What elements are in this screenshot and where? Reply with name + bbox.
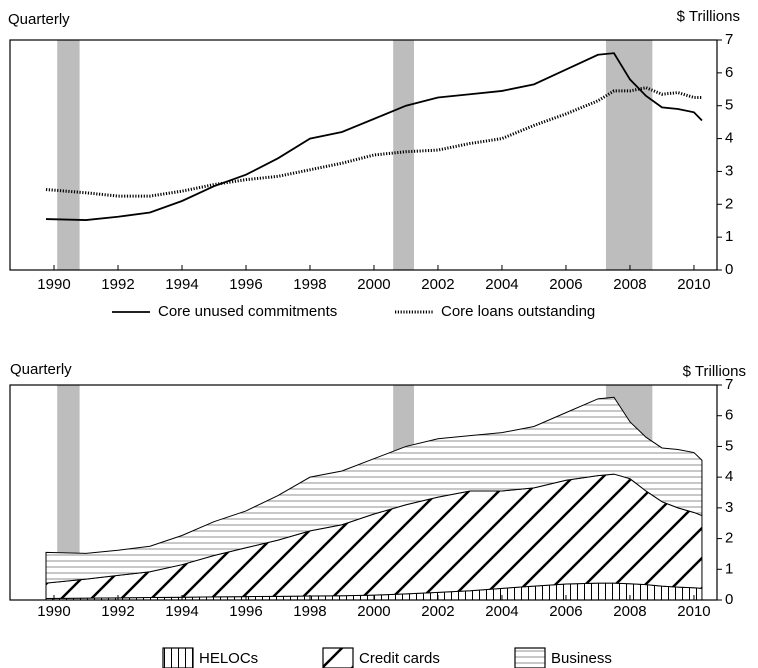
x-tick-label: 2000	[357, 276, 390, 293]
x-tick-label: 2002	[421, 603, 454, 620]
y-tick-label: 6	[725, 407, 733, 424]
y-tick-label: 1	[725, 228, 733, 245]
y-tick-label: 0	[725, 261, 733, 278]
x-tick-label: 1996	[229, 603, 262, 620]
y-tick-label: 2	[725, 530, 733, 547]
legend-label: Core loans outstanding	[441, 303, 595, 320]
y-tick-label: 2	[725, 195, 733, 212]
y-tick-label: 1	[725, 560, 733, 577]
y-tick-label: 5	[725, 437, 733, 454]
legend-swatch	[514, 647, 546, 668]
y-axis-label: $ Trillions	[677, 8, 740, 25]
recession-shading	[393, 40, 414, 270]
x-tick-label: 1990	[37, 276, 70, 293]
x-tick-label: 2008	[613, 276, 646, 293]
x-tick-label: 2000	[357, 603, 390, 620]
recession-shading	[605, 40, 653, 270]
x-tick-label: 1996	[229, 276, 262, 293]
x-tick-label: 1998	[293, 276, 326, 293]
x-tick-label: 2006	[549, 603, 582, 620]
x-tick-label: 1992	[101, 603, 134, 620]
y-tick-label: 4	[725, 468, 733, 485]
x-tick-label: 2004	[485, 603, 518, 620]
series-line	[45, 52, 703, 221]
y-tick-label: 0	[725, 591, 733, 608]
x-tick-label: 2006	[549, 276, 582, 293]
x-tick-label: 2004	[485, 276, 518, 293]
y-tick-label: 3	[725, 499, 733, 516]
y-tick-label: 3	[725, 162, 733, 179]
legend-label: Core unused commitments	[158, 303, 337, 320]
legend-swatch	[162, 647, 194, 668]
x-tick-label: 1992	[101, 276, 134, 293]
series-line	[45, 86, 702, 198]
x-tick-label: 2002	[421, 276, 454, 293]
legend-swatch	[322, 647, 354, 668]
plot-frame	[9, 39, 718, 271]
x-tick-label: 1994	[165, 276, 198, 293]
x-tick-label: 1990	[37, 603, 70, 620]
y-tick-label: 7	[725, 376, 733, 393]
legend-label: Business	[551, 650, 612, 667]
y-axis-label: $ Trillions	[683, 363, 746, 380]
series-area	[45, 396, 703, 584]
frequency-label: Quarterly	[8, 11, 70, 28]
y-tick-label: 5	[725, 97, 733, 114]
legend-label: HELOCs	[199, 650, 258, 667]
x-tick-label: 2008	[613, 603, 646, 620]
plot-frame	[9, 384, 718, 601]
x-tick-label: 2010	[677, 276, 710, 293]
y-tick-label: 7	[725, 31, 733, 48]
frequency-label: Quarterly	[10, 361, 72, 378]
x-tick-label: 2010	[677, 603, 710, 620]
y-tick-label: 4	[725, 130, 733, 147]
x-tick-label: 1994	[165, 603, 198, 620]
x-tick-label: 1998	[293, 603, 326, 620]
legend-label: Credit cards	[359, 650, 440, 667]
recession-shading	[57, 385, 80, 600]
y-tick-label: 6	[725, 64, 733, 81]
recession-shading	[57, 40, 80, 270]
